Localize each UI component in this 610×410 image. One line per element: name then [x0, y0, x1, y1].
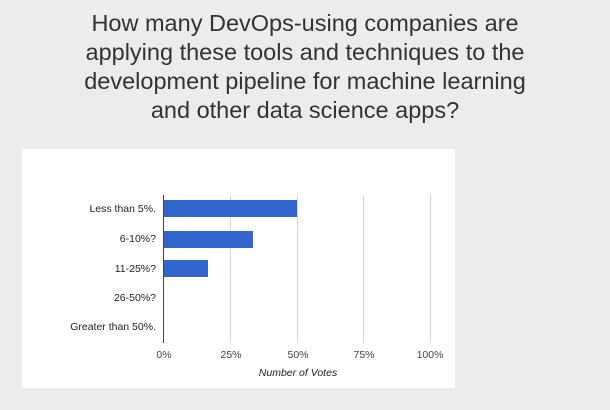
- gridline-25: [230, 195, 231, 343]
- title-line-1: How many DevOps-using companies are: [91, 10, 519, 36]
- category-label: 11-25%?: [114, 263, 156, 275]
- x-tick-label: 25%: [220, 349, 242, 361]
- bar: [164, 231, 253, 248]
- category-label: 6-10%?: [119, 233, 156, 245]
- x-tick-label: 100%: [416, 349, 444, 361]
- plot-area: Less than 5%. 6-10%? 11-25%? 26-50%? Gre…: [22, 149, 455, 388]
- category-label: Less than 5%.: [89, 203, 156, 215]
- x-tick-label: 75%: [353, 349, 375, 361]
- y-axis-line: [163, 195, 164, 343]
- x-axis-title: Number of Votes: [258, 367, 338, 379]
- gridline-50: [297, 195, 298, 343]
- x-tick-label: 0%: [156, 349, 172, 361]
- title-line-3: development pipeline for machine learnin…: [84, 68, 526, 94]
- bar: [164, 260, 209, 277]
- chart-title: How many DevOps-using companies are appl…: [0, 9, 610, 125]
- chart-panel: Less than 5%. 6-10%? 11-25%? 26-50%? Gre…: [22, 149, 455, 388]
- category-label: 26-50%?: [113, 292, 156, 304]
- gridline-75: [363, 195, 364, 343]
- bar: [164, 200, 297, 217]
- gridline-100: [430, 195, 431, 343]
- x-tick-label: 50%: [287, 349, 309, 361]
- title-line-4: and other data science apps?: [150, 97, 460, 123]
- title-line-2: applying these tools and techniques to t…: [85, 39, 525, 65]
- category-label: Greater than 50%.: [70, 321, 156, 333]
